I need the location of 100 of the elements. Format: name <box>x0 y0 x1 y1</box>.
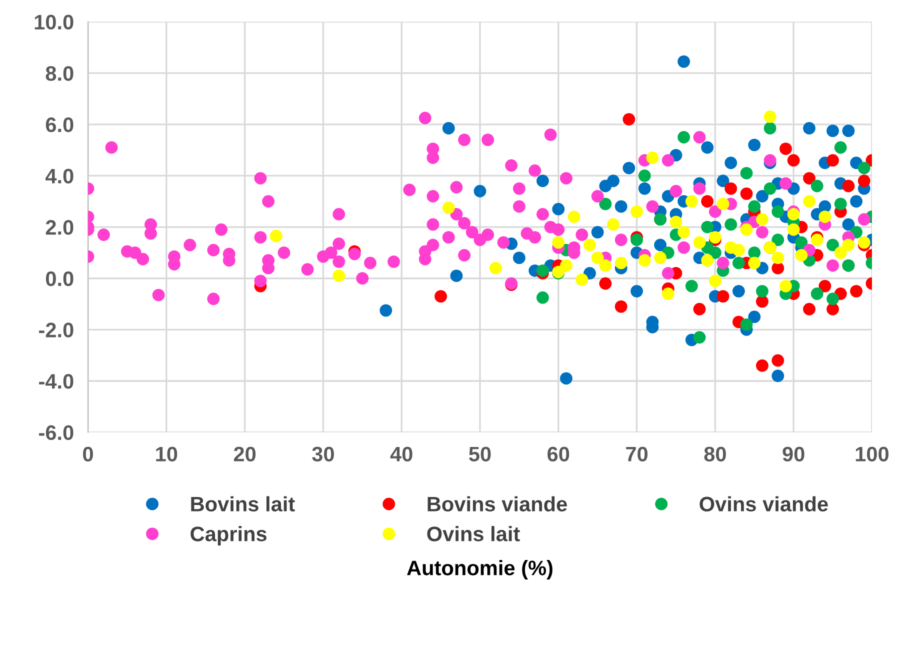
point <box>724 218 738 231</box>
point <box>638 170 651 182</box>
point <box>787 223 800 236</box>
point <box>780 142 792 155</box>
point <box>834 141 847 154</box>
point <box>795 236 808 249</box>
point <box>740 166 753 180</box>
point <box>630 205 643 218</box>
point <box>826 292 839 306</box>
point <box>858 174 870 188</box>
point <box>560 259 572 272</box>
point <box>708 274 722 288</box>
point <box>756 284 768 298</box>
point <box>826 238 839 252</box>
point <box>772 354 784 367</box>
point <box>787 154 800 167</box>
point <box>716 290 730 303</box>
point <box>772 252 784 264</box>
point <box>670 216 682 228</box>
point <box>584 238 596 252</box>
point <box>780 280 792 292</box>
x-axis-title: Autonomie (%) <box>407 560 552 580</box>
point <box>638 254 651 267</box>
point <box>818 280 832 292</box>
point <box>740 187 753 200</box>
point <box>756 213 768 226</box>
point <box>489 262 502 274</box>
point <box>607 218 620 231</box>
point <box>678 131 690 144</box>
point <box>858 236 870 249</box>
point <box>599 277 612 290</box>
point <box>708 231 722 244</box>
x-tick-label: 70 <box>626 446 648 462</box>
point <box>552 236 565 249</box>
point <box>795 249 808 262</box>
point <box>536 291 549 304</box>
point <box>842 238 855 252</box>
point <box>740 318 753 331</box>
point <box>646 152 659 164</box>
y-tick-label: -6.0 <box>39 425 74 440</box>
legend-label: Caprins <box>190 526 266 546</box>
legend-label: Ovins viande <box>700 496 828 512</box>
point <box>756 295 768 308</box>
point <box>270 230 282 242</box>
y-tick-label: 2.0 <box>46 220 74 235</box>
legend-label: Ovins lait <box>427 526 520 542</box>
point <box>772 262 784 274</box>
point <box>772 205 784 218</box>
x-tick-label: 80 <box>704 446 726 462</box>
point <box>748 246 761 259</box>
point <box>654 252 666 264</box>
y-tick-label: 6.0 <box>46 117 74 132</box>
y-tick-label: 10.0 <box>34 14 74 30</box>
x-tick-label: 60 <box>548 446 570 462</box>
point <box>732 244 745 256</box>
point <box>599 198 612 210</box>
x-tick-label: 90 <box>782 446 804 462</box>
point <box>748 256 761 270</box>
point <box>614 256 628 270</box>
y-tick-label: 4.0 <box>45 168 74 184</box>
point <box>834 246 847 259</box>
x-tick-label: 10 <box>156 446 178 462</box>
point <box>764 122 776 134</box>
point <box>716 198 730 210</box>
point <box>614 300 628 313</box>
point <box>858 162 870 174</box>
point <box>701 254 714 267</box>
y-tick-label: 0.0 <box>46 271 74 286</box>
point <box>834 198 847 210</box>
point <box>810 180 824 192</box>
point <box>850 284 862 298</box>
point <box>803 302 816 316</box>
y-tick-label: -2.0 <box>39 322 74 338</box>
x-tick-label: 100 <box>856 446 888 462</box>
point <box>803 195 816 208</box>
point <box>787 208 800 220</box>
point <box>332 270 346 282</box>
point <box>685 280 698 292</box>
point <box>630 234 643 246</box>
point <box>693 236 706 249</box>
y-tick-label: 8.0 <box>46 66 74 81</box>
point <box>756 359 768 372</box>
point <box>701 195 714 208</box>
point <box>826 302 839 316</box>
point <box>685 195 698 208</box>
point <box>442 202 455 214</box>
point <box>701 220 714 234</box>
point <box>678 226 690 238</box>
x-tick-label: 50 <box>469 446 491 462</box>
point <box>732 256 745 270</box>
point <box>764 182 776 195</box>
point <box>536 264 549 277</box>
y-tick-label: -4.0 <box>39 374 74 389</box>
point <box>740 223 753 236</box>
point <box>826 154 839 167</box>
x-tick-label: 0 <box>83 446 93 462</box>
point <box>842 180 855 192</box>
point <box>693 331 706 344</box>
point <box>803 172 816 184</box>
point <box>599 259 612 272</box>
